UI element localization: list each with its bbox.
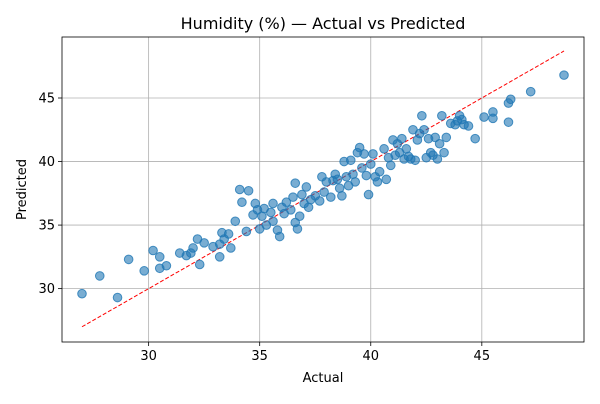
data-point (441, 132, 452, 143)
data-point (288, 192, 298, 202)
data-point (470, 133, 480, 144)
data-point (237, 197, 247, 208)
data-point (241, 226, 252, 237)
data-point (525, 86, 536, 97)
data-point (488, 113, 498, 124)
data-point (503, 117, 514, 127)
data-point (419, 124, 429, 135)
data-point (281, 197, 292, 208)
data-point (439, 147, 449, 158)
data-point (437, 110, 447, 121)
data-point (123, 254, 134, 265)
data-point (319, 187, 329, 197)
data-point (361, 170, 372, 181)
data-point (294, 211, 305, 221)
data-point (268, 198, 278, 209)
grid-layer (62, 37, 584, 342)
chart-title: Humidity (%) — Actual vs Predicted (181, 14, 466, 33)
data-point (314, 196, 325, 206)
data-point (325, 192, 336, 202)
data-point (379, 144, 389, 154)
y-axis-label: Predicted (15, 159, 30, 220)
x-tick-label: 45 (474, 349, 491, 364)
data-point (285, 205, 296, 215)
data-point (199, 238, 209, 248)
data-point (230, 216, 241, 227)
data-point (234, 184, 245, 195)
data-point (505, 94, 516, 105)
data-point (139, 266, 149, 276)
y-tick-label: 45 (38, 92, 55, 107)
data-point (385, 160, 396, 171)
data-point (417, 110, 427, 121)
data-point (154, 252, 165, 262)
ticks-layer: 30 35 40 45 30 35 40 45 (38, 92, 490, 365)
data-point (268, 216, 278, 227)
data-point (337, 191, 347, 201)
data-point (374, 166, 385, 177)
data-point (559, 70, 569, 80)
data-point (266, 207, 276, 218)
data-point (161, 260, 172, 271)
data-point (357, 163, 367, 173)
data-point (223, 229, 234, 239)
data-point (372, 177, 383, 187)
data-point (350, 177, 361, 187)
data-point (432, 154, 443, 164)
data-point (368, 149, 378, 159)
data-point (290, 178, 301, 188)
plot-frame (61, 36, 585, 343)
data-point (226, 243, 236, 253)
x-axis-label: Actual (303, 371, 344, 386)
x-tick-label: 35 (251, 349, 268, 364)
data-point (365, 159, 376, 169)
data-point (381, 174, 392, 185)
y-tick-label: 35 (38, 219, 55, 234)
y-tick-label: 40 (38, 155, 55, 170)
data-point (297, 189, 307, 200)
data-point (434, 138, 445, 149)
data-point (345, 155, 356, 166)
data-point (214, 252, 225, 262)
data-point (332, 174, 343, 185)
data-point (243, 185, 254, 196)
data-point (301, 182, 312, 192)
data-point (410, 155, 420, 166)
data-point (463, 121, 474, 131)
data-point (112, 292, 123, 303)
data-point (397, 133, 407, 144)
data-point (292, 224, 303, 234)
data-point (194, 259, 205, 270)
data-point (188, 243, 198, 253)
x-tick-label: 30 (140, 349, 157, 364)
data-point (94, 271, 105, 281)
data-point (148, 245, 158, 256)
data-point (274, 231, 285, 242)
data-point (479, 112, 489, 122)
data-point (77, 288, 87, 299)
points-layer (77, 70, 569, 303)
data-point (359, 149, 369, 159)
x-tick-label: 40 (362, 349, 379, 364)
y-tick-label: 30 (38, 282, 55, 297)
data-point (363, 189, 374, 200)
